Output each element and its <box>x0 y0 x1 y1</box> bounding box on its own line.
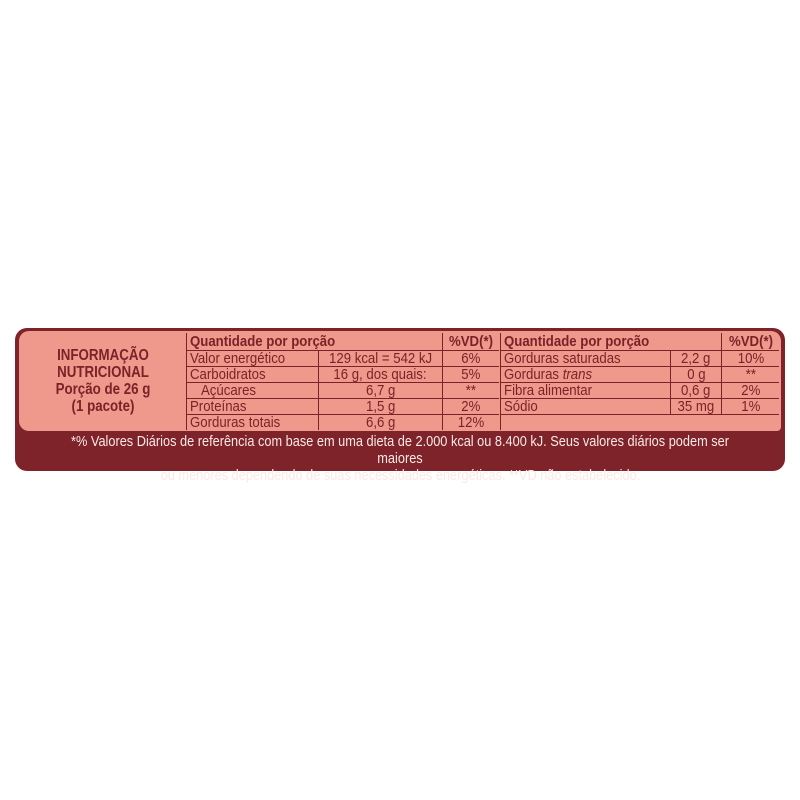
nutrient-vd: 12% <box>457 414 485 431</box>
nutrient-value: 35 mg <box>677 398 715 415</box>
serving-unit: (1 pacote) <box>71 398 135 415</box>
nutrient-value: 16 g, dos quais: <box>333 366 428 383</box>
nutrient-vd: 5% <box>461 366 481 383</box>
nutrient-value: 0,6 g <box>681 382 711 399</box>
header-name: Quantidade por porção <box>190 333 336 350</box>
table-row: Gorduras totais 6,6 g 12% <box>187 414 499 431</box>
table-row: Proteínas 1,5 g 2% <box>186 398 499 415</box>
nutrition-label: INFORMAÇÃO NUTRICIONAL Porção de 26 g (1… <box>15 328 785 484</box>
nutrient-vd: 1% <box>741 398 761 415</box>
nutrient-name-italic: trans <box>562 366 593 383</box>
nutrient-name-prefix: Gorduras <box>504 366 563 383</box>
nutrient-name: Fibra alimentar <box>504 382 593 399</box>
nutrient-value: 0 g <box>686 366 706 383</box>
table-header: Quantidade por porção %VD(*) <box>186 333 499 351</box>
serving-size: Porção de 26 g <box>55 381 151 398</box>
nutrient-value: 6,6 g <box>365 414 396 431</box>
nutrient-name: Carboidratos <box>190 366 266 383</box>
table-row: Carboidratos 16 g, dos quais: 5% <box>186 366 499 383</box>
nutrient-value: 6,7 g <box>365 382 396 399</box>
footnote-line: *% Valores Diários de referência com bas… <box>71 434 729 467</box>
nutrition-table-right: Quantidade por porção %VD(*) Gorduras sa… <box>500 333 779 430</box>
title-line: NUTRICIONAL <box>57 364 149 381</box>
nutrient-name: Açúcares <box>201 382 257 399</box>
table-row: Valor energético 129 kcal = 542 kJ 6% <box>186 350 499 367</box>
nutrient-name: Gorduras saturadas <box>504 350 621 367</box>
nutrient-value: 2,2 g <box>681 350 711 367</box>
nutrient-vd: 6% <box>461 350 481 367</box>
table-row: Gorduras saturadas 2,2 g 10% <box>500 350 779 367</box>
nutrient-vd: 10% <box>737 350 764 367</box>
nutrient-value: 1,5 g <box>365 398 396 415</box>
table-row: Fibra alimentar 0,6 g 2% <box>500 382 779 399</box>
table-row: Sódio 35 mg 1% <box>500 398 779 415</box>
header-name: Quantidade por porção <box>504 333 650 350</box>
nutrient-vd: 2% <box>741 382 761 399</box>
footnote-line: ou menores dependendo de suas necessidad… <box>160 468 640 484</box>
nutrient-name: Gorduras trans <box>504 367 592 382</box>
nutrient-name: Sódio <box>504 398 538 415</box>
nutrition-panel: INFORMAÇÃO NUTRICIONAL Porção de 26 g (1… <box>19 331 781 431</box>
table-row: Açúcares 6,7 g ** <box>186 382 499 399</box>
nutrient-name: Proteínas <box>190 398 247 415</box>
header-vd: %VD(*) <box>448 333 493 350</box>
table-header: Quantidade por porção %VD(*) <box>500 333 779 351</box>
nutrition-table-left: Quantidade por porção %VD(*) Valor energ… <box>186 333 499 430</box>
title-line: INFORMAÇÃO <box>57 347 149 364</box>
table-row: Gorduras trans 0 g ** <box>500 366 779 383</box>
footnote: *% Valores Diários de referência com bas… <box>15 434 785 485</box>
table-row <box>501 415 780 431</box>
nutrient-value: 129 kcal = 542 kJ <box>328 350 432 367</box>
nutrient-name: Gorduras totais <box>190 414 281 431</box>
nutrient-name: Valor energético <box>190 350 286 367</box>
nutrient-vd: 2% <box>461 398 481 415</box>
nutrient-vd: ** <box>745 366 756 383</box>
nutrition-title: INFORMAÇÃO NUTRICIONAL Porção de 26 g (1… <box>34 347 172 415</box>
nutrient-vd: ** <box>465 382 477 399</box>
header-vd: %VD(*) <box>728 333 773 350</box>
